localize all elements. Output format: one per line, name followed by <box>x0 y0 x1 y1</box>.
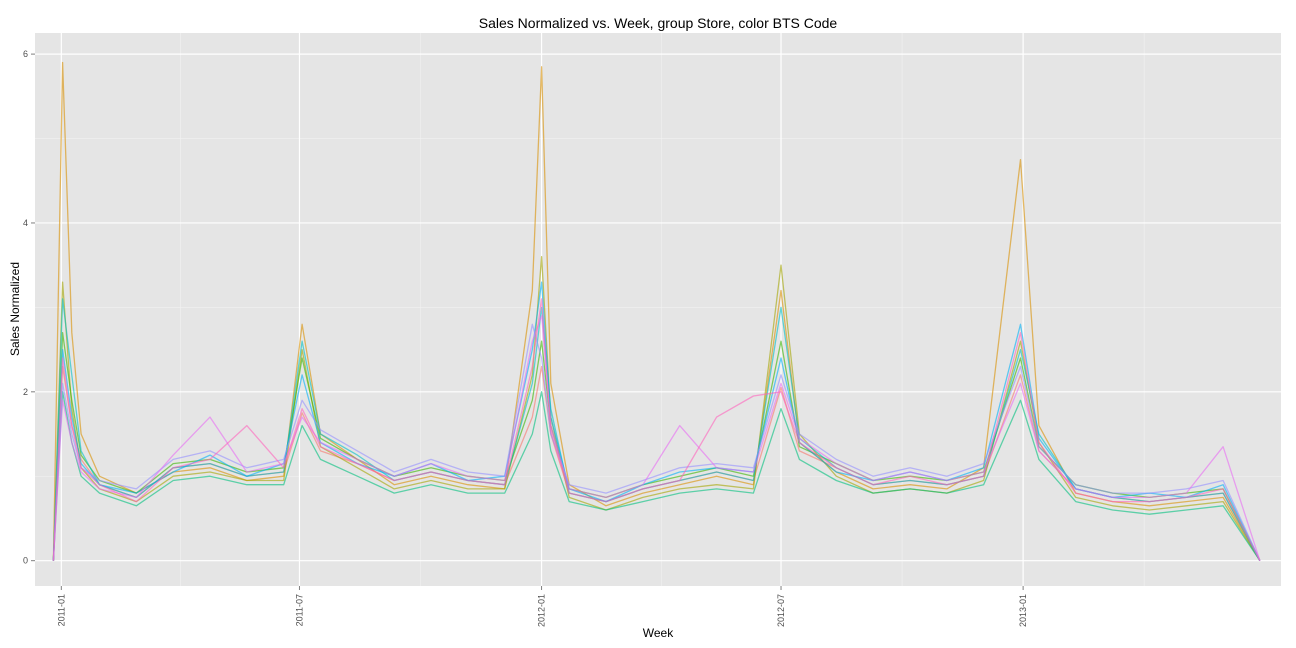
y-axis-ticks: 0 2 4 6 <box>23 49 35 566</box>
y-axis-title: Sales Normalized <box>8 262 22 356</box>
series-line <box>52 391 1261 562</box>
series-line <box>52 298 1261 561</box>
x-tick-label: 2011-01 <box>56 594 66 626</box>
y-tick-label: 0 <box>23 556 28 566</box>
y-tick-label: 2 <box>23 387 28 397</box>
series-line <box>52 323 1261 561</box>
y-tick-label: 6 <box>23 49 28 59</box>
minor-gridlines <box>35 33 1281 586</box>
chart-title: Sales Normalized vs. Week, group Store, … <box>479 15 838 31</box>
x-tick-label: 2012-07 <box>776 594 786 627</box>
series-lines <box>52 61 1261 562</box>
x-tick-label: 2013-01 <box>1018 594 1028 627</box>
x-axis-title: Week <box>643 626 674 640</box>
series-line <box>52 315 1261 561</box>
y-tick-label: 4 <box>23 218 28 228</box>
x-tick-label: 2011-07 <box>294 594 304 626</box>
plot-panel <box>35 33 1281 586</box>
x-axis-ticks: 2011-01 2011-07 2012-01 2012-07 2013-01 <box>56 586 1028 627</box>
x-tick-label: 2012-01 <box>537 594 547 627</box>
